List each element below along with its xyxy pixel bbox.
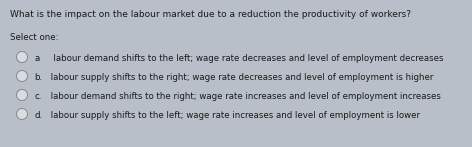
Text: labour demand shifts to the left; wage rate decreases and level of employment de: labour demand shifts to the left; wage r… [48,54,443,63]
Text: c.: c. [34,92,42,101]
Text: labour supply shifts to the left; wage rate increases and level of employment is: labour supply shifts to the left; wage r… [48,111,420,120]
Text: a: a [34,54,40,63]
Text: What is the impact on the labour market due to a reduction the productivity of w: What is the impact on the labour market … [10,10,411,19]
Circle shape [17,90,27,101]
Text: d.: d. [34,111,42,120]
Circle shape [17,108,27,120]
Circle shape [17,71,27,81]
Circle shape [17,51,27,62]
Text: labour supply shifts to the right; wage rate decreases and level of employment i: labour supply shifts to the right; wage … [48,73,433,82]
Text: Select one:: Select one: [10,33,59,42]
Text: labour demand shifts to the right; wage rate increases and level of employment i: labour demand shifts to the right; wage … [48,92,440,101]
Text: b.: b. [34,73,42,82]
